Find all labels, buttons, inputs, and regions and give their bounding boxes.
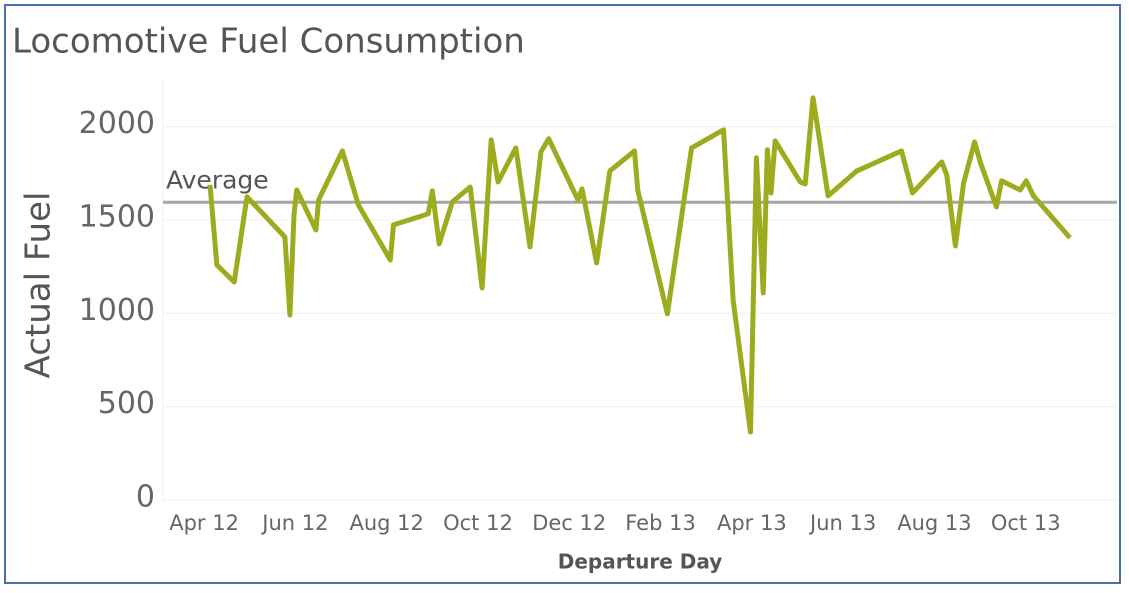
reference-label: Average: [166, 165, 269, 194]
x-tick-label: Aug 13: [897, 511, 971, 535]
x-tick-label: Feb 13: [625, 511, 696, 535]
x-tick-label: Aug 12: [349, 511, 423, 535]
y-tick-label: 1500: [79, 200, 155, 235]
data-line: [207, 95, 1072, 435]
x-tick-label: Oct 12: [443, 511, 513, 535]
frame: [4, 4, 1121, 584]
y-tick-label: 1000: [79, 293, 155, 328]
x-tick-label: Dec 12: [532, 511, 606, 535]
x-axis-label: Departure Day: [558, 550, 723, 574]
x-tick-label: Jun 12: [260, 511, 328, 535]
x-tick-label: Jun 13: [808, 511, 876, 535]
x-tick-label: Apr 12: [169, 511, 239, 535]
chart-title: Locomotive Fuel Consumption: [12, 22, 525, 62]
x-tick-label: Oct 13: [991, 511, 1061, 535]
y-axis-label: Actual Fuel: [19, 192, 59, 379]
y-tick-label: 0: [136, 480, 155, 515]
y-tick-label: 2000: [79, 106, 155, 141]
x-tick-label: Apr 13: [717, 511, 787, 535]
y-tick-label: 500: [98, 386, 155, 421]
